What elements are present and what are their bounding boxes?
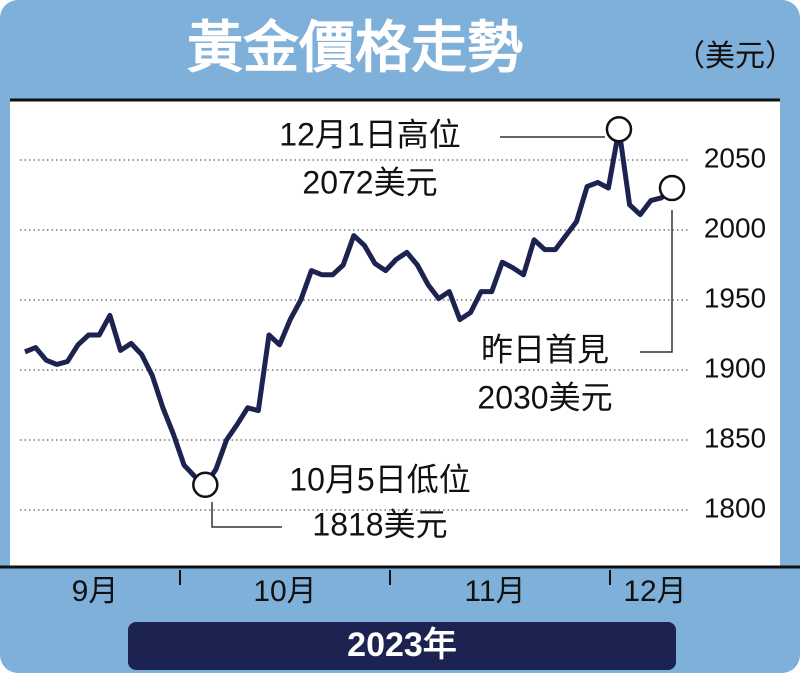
annotation: 10月5日低位 <box>289 461 470 497</box>
y-tick-label: 2000 <box>704 212 766 243</box>
leader-line <box>640 210 673 353</box>
annotation: 昨日首見 <box>481 331 609 367</box>
year-band <box>128 622 676 670</box>
y-tick-label: 1850 <box>704 422 766 453</box>
highlight-marker <box>605 115 633 143</box>
y-tick-label: 1900 <box>704 352 766 383</box>
leader-lines <box>211 136 673 528</box>
highlight-marker <box>658 174 686 202</box>
x-tick-label: 11月 <box>464 575 525 608</box>
x-tick-label: 10月 <box>253 575 316 608</box>
unit-label: （美元） <box>675 40 795 73</box>
price-line <box>24 126 674 488</box>
annotation: 2072美元 <box>302 164 437 200</box>
y-tick-label: 2050 <box>704 142 766 173</box>
leader-line <box>211 502 282 528</box>
chart-title: 黃金價格走勢 <box>187 16 523 79</box>
annotation: 2030美元 <box>477 379 612 415</box>
annotation: 12月1日高位 <box>279 116 460 152</box>
plot-area <box>10 100 780 567</box>
y-tick-label: 1800 <box>704 492 766 523</box>
x-tick-label: 9月 <box>72 575 119 608</box>
y-tick-label: 1950 <box>704 282 766 313</box>
year-label: 2023年 <box>347 626 457 664</box>
annotation: 1818美元 <box>312 506 447 542</box>
x-tick-label: 12月 <box>623 575 686 608</box>
highlight-marker <box>192 471 219 499</box>
